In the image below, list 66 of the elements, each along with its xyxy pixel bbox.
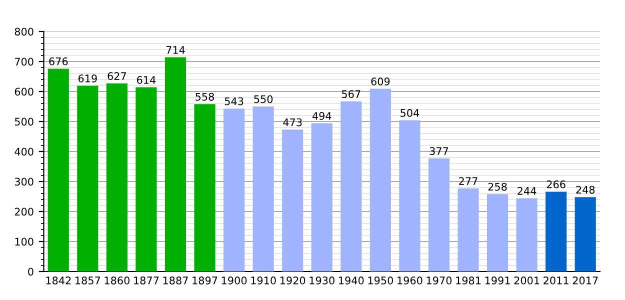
bar — [282, 130, 304, 272]
data-label: 627 — [108, 72, 126, 80]
y-tick-label: 800 — [14, 28, 34, 36]
bar — [106, 83, 128, 272]
x-tick-label: 1900 — [222, 276, 247, 284]
bar — [574, 197, 596, 272]
x-tick-label: 1860 — [104, 276, 130, 284]
x-tick-label: 1950 — [368, 276, 393, 284]
x-tick-label: 1877 — [134, 276, 159, 284]
data-label: 714 — [166, 46, 185, 54]
y-tick-label: 700 — [15, 58, 34, 66]
data-label: 377 — [430, 147, 448, 155]
data-label: 258 — [488, 182, 507, 191]
x-tick-label: 2001 — [514, 276, 540, 284]
bar — [486, 194, 508, 272]
data-label: 473 — [283, 118, 302, 126]
bar — [340, 101, 362, 272]
data-label: 558 — [196, 92, 214, 101]
bar — [252, 106, 274, 272]
bar — [311, 123, 332, 272]
data-label: 494 — [312, 112, 332, 120]
y-tick-label: 200 — [14, 208, 34, 216]
bar — [546, 192, 567, 272]
data-label: 567 — [342, 90, 360, 98]
bar — [370, 88, 391, 272]
y-tick-label: 0 — [28, 268, 34, 276]
x-tick-label: 1910 — [251, 276, 276, 284]
x-tick-label: 2011 — [544, 276, 568, 284]
data-label: 266 — [546, 180, 566, 188]
data-label: 676 — [49, 57, 68, 66]
x-tick-label: 1920 — [280, 276, 306, 284]
bar — [48, 68, 69, 272]
bar — [77, 86, 98, 272]
x-tick-label: 1887 — [163, 276, 188, 284]
x-tick-label: 1981 — [456, 276, 481, 284]
x-tick-label: 1960 — [398, 276, 422, 284]
data-label: 550 — [254, 95, 273, 104]
bar — [516, 198, 538, 272]
data-label: 543 — [224, 97, 244, 106]
y-tick-label: 400 — [14, 148, 34, 156]
x-tick-label: 1991 — [485, 276, 510, 284]
x-tick-label: 1930 — [310, 276, 334, 284]
x-tick-label: 1857 — [76, 276, 100, 284]
data-label: 609 — [371, 78, 390, 86]
y-tick-label: 300 — [14, 178, 34, 186]
x-tick-label: 1940 — [339, 276, 364, 284]
data-label: 244 — [518, 187, 536, 195]
bar — [428, 158, 450, 272]
x-tick-label: 1897 — [192, 276, 218, 284]
bar — [194, 104, 216, 272]
data-label: 614 — [137, 76, 156, 84]
data-label: 619 — [78, 74, 97, 82]
data-label: 504 — [400, 109, 420, 117]
x-tick-label: 1970 — [426, 276, 452, 284]
bar — [458, 188, 479, 272]
bar — [224, 108, 245, 272]
x-tick-label: 2017 — [572, 276, 598, 284]
data-label: 248 — [576, 186, 595, 194]
y-tick-label: 100 — [15, 238, 34, 246]
x-tick-label: 1842 — [46, 276, 71, 284]
y-tick-label: 500 — [14, 118, 34, 126]
bar — [399, 120, 420, 272]
bar — [164, 57, 186, 272]
y-tick-label: 600 — [14, 88, 34, 96]
bar — [136, 87, 157, 272]
data-label: 277 — [459, 177, 478, 185]
